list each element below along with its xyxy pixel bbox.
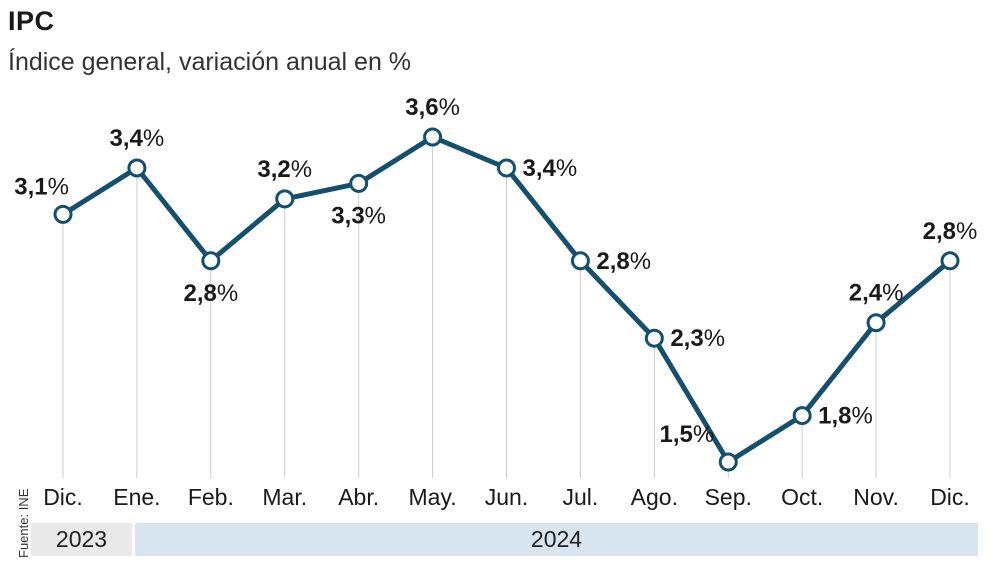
value-label: 1,5% [660,421,715,448]
data-point [570,251,590,271]
data-point [53,204,73,224]
data-point [866,313,886,333]
x-tick-label: Sep. [705,484,752,510]
x-tick-label: Abr. [338,484,379,510]
x-tick-label: Dic. [930,484,970,510]
period-band-2024: 2024 [135,523,978,556]
value-label: 2,8% [183,280,238,307]
value-label: 3,3% [331,202,386,229]
x-tick-label: Ago. [631,484,678,510]
period-band-2023: 2023 [31,523,132,556]
value-label: 2,8% [596,248,651,275]
x-tick-labels: Dic. Ene. Feb. Mar. Abr. May. Jun. Jul. Ago. Sep.… [43,484,970,510]
x-tick-label: Feb. [188,484,234,510]
value-label: 3,1% [14,173,69,200]
chart-subtitle: Índice general, variación anual en % [8,48,412,76]
x-tick-label: Jun. [485,484,528,510]
gridlines [62,137,951,478]
x-tick-label: Jul. [563,484,599,510]
value-labels: 3,1% 3,4% 2,8% 3,2% 3,3% 3,6% 3,4% 2,8% 2,3% 1,5%… [14,94,977,448]
data-point [275,189,295,209]
data-markers [53,127,960,472]
value-label: 2,8% [923,218,978,245]
chart-title: IPC [8,6,55,36]
data-point [423,127,443,147]
x-tick-label: Oct. [781,484,823,510]
data-point [201,251,221,271]
data-point [718,452,738,472]
x-tick-label: Dic. [43,484,83,510]
value-label: 3,4% [110,125,165,152]
value-label: 1,8% [818,403,873,430]
data-point [349,173,369,193]
data-point [644,328,664,348]
data-point [792,406,812,426]
x-tick-label: Mar. [262,484,307,510]
value-label: 3,2% [257,156,312,183]
data-point [940,251,960,271]
data-point [127,158,147,178]
x-tick-label: Nov. [853,484,899,510]
value-label: 2,4% [849,280,904,307]
source-note: Fuente: INE [16,488,31,558]
value-label: 3,6% [405,94,460,121]
value-label: 3,4% [523,155,578,182]
x-tick-label: May. [409,484,457,510]
x-tick-label: Ene. [113,484,160,510]
value-label: 2,3% [670,325,725,352]
data-point [497,158,516,178]
